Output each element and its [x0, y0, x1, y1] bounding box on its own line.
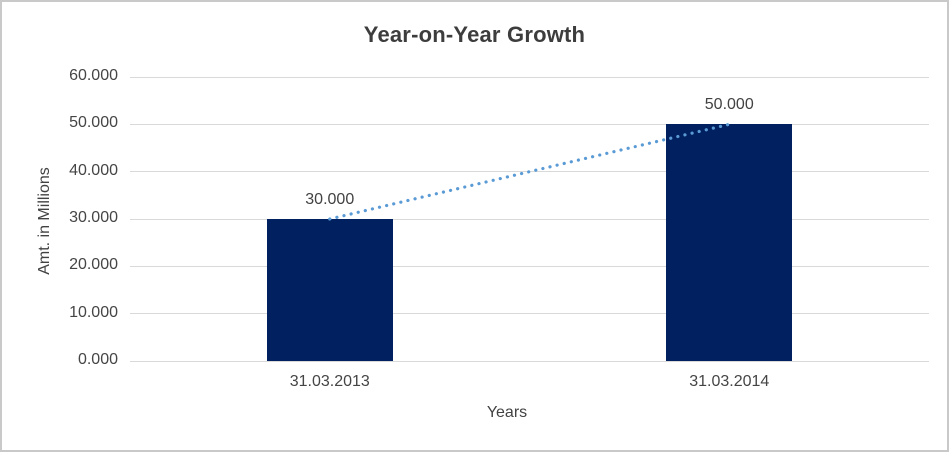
- gridline: [130, 313, 929, 315]
- y-tick-label: 60.000: [69, 67, 118, 84]
- y-tick-label: 40.000: [69, 161, 118, 179]
- y-tick-label: 0.000: [77, 351, 118, 368]
- gridline: [130, 171, 929, 173]
- x-tick-label: 31.03.2013: [289, 373, 370, 390]
- bar: [266, 219, 393, 361]
- y-tick-label: 30.000: [69, 209, 118, 226]
- gridline: [130, 360, 929, 362]
- x-axis-title: Years: [486, 404, 528, 421]
- y-tick-label: 20.000: [69, 256, 118, 274]
- bar-data-label: 30.000: [305, 191, 355, 208]
- gridline: [130, 76, 929, 78]
- bar: [666, 124, 793, 361]
- bar-data-label: 50.000: [704, 96, 754, 114]
- gridline: [130, 265, 929, 267]
- chart-title: Year-on-Year Growth: [363, 22, 586, 47]
- gridline: [130, 218, 929, 220]
- gridline: [130, 123, 929, 125]
- y-tick-label: 10.000: [69, 303, 118, 321]
- x-tick-label: 31.03.2014: [689, 373, 770, 390]
- y-tick-label: 50.000: [69, 114, 118, 132]
